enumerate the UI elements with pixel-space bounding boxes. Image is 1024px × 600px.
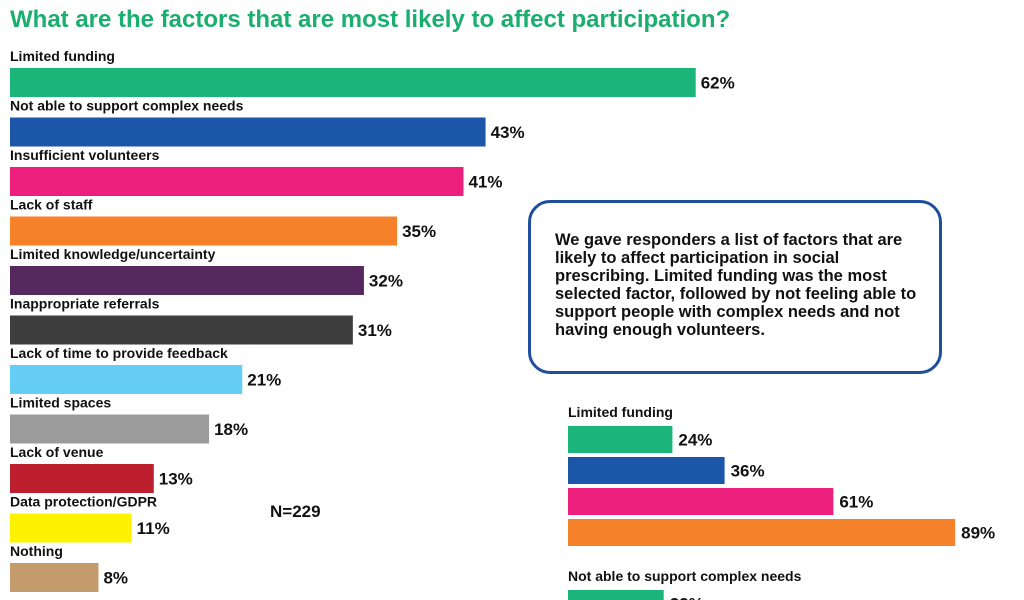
category-label: Limited knowledge/uncertainty <box>10 246 216 262</box>
category-label: Limited funding <box>10 48 115 64</box>
sample-size-label: N=229 <box>270 502 321 521</box>
category-label: Limited spaces <box>10 395 111 411</box>
chart-title: What are the factors that are most likel… <box>10 6 731 33</box>
bar <box>10 216 398 246</box>
breakdown-bar-group: Limited funding 24% 36% 61% 89% Not able to s… <box>568 404 995 600</box>
category-label: Data protection/GDPR <box>10 494 157 510</box>
value-label: 8% <box>103 569 128 588</box>
category-label: Lack of staff <box>10 197 93 213</box>
summary-callout: We gave responders a list of factors tha… <box>528 200 942 374</box>
category-label: Inappropriate referrals <box>10 296 160 312</box>
category-label: Lack of venue <box>10 444 104 460</box>
category-label: Not able to support complex needs <box>10 98 244 114</box>
value-label: 21% <box>247 371 281 390</box>
breakdown-bar <box>568 488 834 515</box>
breakdown-group-label: Not able to support complex needs <box>568 568 802 584</box>
value-label: 13% <box>159 470 193 489</box>
bar <box>10 315 353 345</box>
bar <box>10 365 243 394</box>
value-label: 32% <box>369 272 403 291</box>
value-label: 11% <box>137 519 170 538</box>
bar <box>10 68 696 97</box>
value-label: 35% <box>402 222 436 241</box>
bar <box>10 117 486 147</box>
bar <box>10 414 210 444</box>
breakdown-value-label: 22% <box>670 595 704 600</box>
main-bar-group: Limited funding 62% Not able to support co… <box>10 48 735 592</box>
breakdown-value-label: 89% <box>961 524 995 543</box>
summary-callout-text: We gave responders a list of factors tha… <box>555 231 917 339</box>
breakdown-bar <box>568 457 725 484</box>
breakdown-bar <box>568 426 673 453</box>
category-label: Nothing <box>10 543 63 559</box>
value-label: 43% <box>491 123 525 142</box>
breakdown-value-label: 36% <box>731 462 765 481</box>
category-label: Insufficient volunteers <box>10 147 160 163</box>
value-label: 18% <box>214 420 248 439</box>
bar <box>10 167 464 196</box>
bar <box>10 563 99 592</box>
value-label: 62% <box>701 74 735 93</box>
value-label: 41% <box>468 173 502 192</box>
value-label: 31% <box>358 321 392 340</box>
breakdown-bar <box>568 590 664 600</box>
breakdown-value-label: 61% <box>839 493 873 512</box>
category-label: Lack of time to provide feedback <box>10 345 228 361</box>
breakdown-bar <box>568 519 956 546</box>
bar <box>10 513 132 543</box>
breakdown-value-label: 24% <box>678 431 712 450</box>
breakdown-group-label: Limited funding <box>568 404 673 420</box>
bar <box>10 464 154 493</box>
bar <box>10 266 364 295</box>
